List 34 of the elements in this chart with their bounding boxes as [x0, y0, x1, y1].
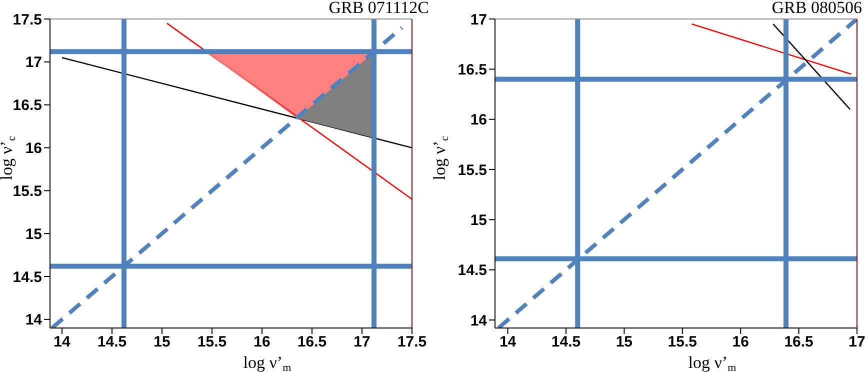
- y-tick-label: 17.5: [12, 11, 42, 28]
- x-axis-title: log ν’$_{m}$: [688, 353, 737, 372]
- chart-title: GRB 071112C: [328, 0, 429, 18]
- x-tick-label: 16: [732, 334, 749, 351]
- y-tick-label: 17: [470, 11, 487, 28]
- x-tick-label: 17: [848, 334, 866, 351]
- x-tick-label: 15: [154, 334, 170, 351]
- x-tick-label: 16.5: [784, 334, 814, 351]
- x-tick-label: 15.5: [197, 334, 227, 351]
- y-tick-label: 17: [25, 54, 42, 72]
- x-tick-label: 14.5: [551, 334, 581, 351]
- y-tick-label: 14: [470, 312, 488, 330]
- x-tick-label: 16.5: [297, 334, 327, 351]
- y-tick-label: 16.5: [12, 97, 42, 114]
- x-tick-label: 17.5: [397, 334, 427, 351]
- y-tick-label: 14.5: [12, 268, 42, 286]
- y-tick-label: 15: [470, 212, 487, 229]
- x-tick-label: 14.5: [97, 334, 127, 351]
- y-tick-label: 16: [25, 140, 42, 158]
- y-tick-label: 16: [470, 112, 487, 129]
- x-tick-label: 17: [354, 334, 370, 351]
- y-tick-label: 15.5: [458, 162, 487, 179]
- x-tick-label: 16: [254, 334, 270, 351]
- y-tick-label: 14.5: [458, 262, 487, 280]
- y-tick-label: 15.5: [12, 182, 42, 200]
- x-tick-label: 15.5: [668, 334, 698, 351]
- x-tick-label: 14: [54, 334, 71, 351]
- chart-title: GRB 080506: [772, 0, 862, 18]
- x-tick-label: 15: [616, 334, 633, 351]
- y-tick-label: 14: [25, 312, 43, 329]
- x-axis-title: log ν’$_{m}$: [243, 353, 292, 372]
- x-tick-label: 14: [499, 334, 517, 351]
- y-tick-label: 15: [25, 226, 42, 243]
- y-tick-label: 16.5: [458, 61, 487, 78]
